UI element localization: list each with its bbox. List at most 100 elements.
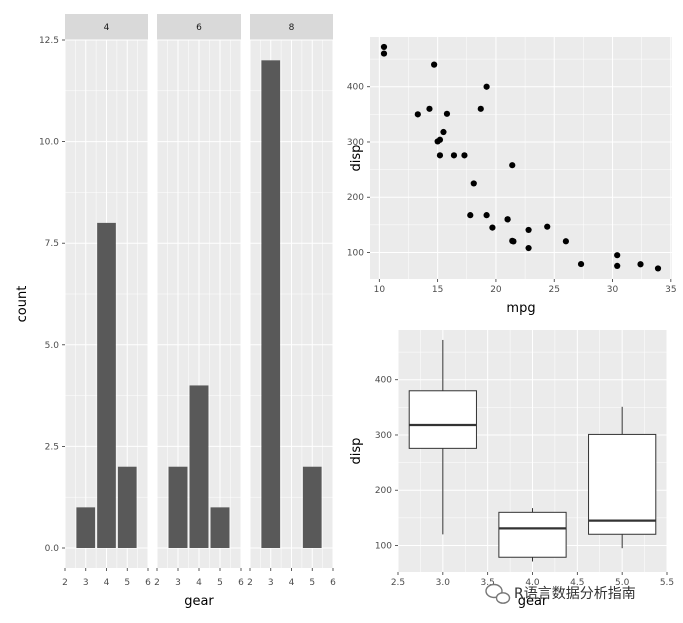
data-point xyxy=(614,262,621,270)
data-point xyxy=(450,152,458,159)
x-tick-label: 5.0 xyxy=(615,578,630,588)
data-point xyxy=(483,83,490,90)
watermark: R语言数据分析指南 xyxy=(485,583,636,604)
x-tick-label: 2 xyxy=(154,578,160,588)
x-tick-label: 5 xyxy=(217,578,223,588)
data-point xyxy=(544,223,551,230)
y-axis-title: disp xyxy=(349,438,364,465)
x-tick-label: 6 xyxy=(145,578,151,588)
x-tick-label: 4.5 xyxy=(570,578,584,588)
box xyxy=(588,433,657,535)
data-point xyxy=(614,252,621,259)
x-tick-label: 3.5 xyxy=(481,578,495,588)
data-point xyxy=(504,216,511,223)
y-tick-label: 0.0 xyxy=(45,544,60,554)
bar xyxy=(261,60,281,548)
facet-strip-label: 4 xyxy=(104,23,110,33)
x-tick-label: 6 xyxy=(238,578,244,588)
data-point xyxy=(436,152,444,159)
panel-background xyxy=(370,37,672,279)
x-axis-title: mpg xyxy=(506,301,535,316)
x-tick-label: 5 xyxy=(124,578,130,588)
y-axis-title: disp xyxy=(349,145,364,172)
x-tick-label: 4 xyxy=(289,578,295,588)
y-tick-label: 300 xyxy=(347,138,364,148)
facet-strip xyxy=(250,14,333,40)
data-point xyxy=(461,152,468,159)
data-point xyxy=(380,43,388,51)
x-tick-label: 25 xyxy=(549,285,560,295)
x-tick-label: 4 xyxy=(104,578,110,588)
bar xyxy=(97,222,116,548)
y-tick-label: 200 xyxy=(347,193,364,203)
data-point xyxy=(414,111,421,118)
bar xyxy=(168,466,188,548)
box xyxy=(408,390,477,449)
data-point xyxy=(380,50,388,57)
facet-strip xyxy=(65,14,148,40)
y-tick-label: 200 xyxy=(375,486,392,496)
x-axis-title: gear xyxy=(184,594,214,609)
facet-strip-label: 8 xyxy=(289,23,295,33)
x-axis-title: gear xyxy=(518,594,548,609)
x-tick-label: 3.0 xyxy=(436,578,451,588)
data-point xyxy=(654,265,662,272)
box xyxy=(498,511,567,558)
y-axis-title: count xyxy=(15,286,30,323)
y-tick-label: 2.5 xyxy=(45,442,59,452)
y-tick-label: 5.0 xyxy=(45,341,60,351)
x-tick-label: 4 xyxy=(196,578,202,588)
facet-strip xyxy=(157,14,241,40)
faceted-bar-chart: 42 3 4 5 662 3 4 5 682 3 4 5 60.02.55.07.510.012.5ge… xyxy=(15,14,336,609)
data-point xyxy=(562,238,569,245)
data-point xyxy=(525,244,532,252)
x-tick-label: 20 xyxy=(490,285,502,295)
data-point xyxy=(525,226,532,234)
watermark-text: R语言数据分析指南 xyxy=(514,586,636,602)
data-point xyxy=(443,110,451,117)
y-tick-label: 7.5 xyxy=(45,239,59,249)
x-tick-label: 2 xyxy=(247,578,253,588)
x-tick-label: 4.0 xyxy=(525,578,540,588)
x-tick-label: 3 xyxy=(268,578,274,588)
facet-strip-label: 6 xyxy=(196,23,202,33)
data-point xyxy=(489,224,496,231)
bar xyxy=(76,507,96,548)
data-point xyxy=(509,162,516,169)
box-chart: 2.5 3.0 3.5 4.0 4.5 5.0 5.5 100 200 300 400 gear dis… xyxy=(349,330,674,609)
x-tick-label: 30 xyxy=(607,285,619,295)
y-tick-label: 10.0 xyxy=(39,138,59,148)
data-point xyxy=(470,180,477,187)
x-tick-label: 5 xyxy=(309,578,315,588)
wechat-icon xyxy=(485,583,511,604)
bar xyxy=(189,385,209,548)
x-tick-label: 15 xyxy=(432,285,443,295)
bar xyxy=(210,507,230,548)
data-point xyxy=(577,260,585,268)
data-point xyxy=(434,138,441,145)
y-tick-label: 100 xyxy=(375,541,392,551)
bar xyxy=(117,466,137,548)
data-point xyxy=(426,105,433,112)
y-tick-label: 12.5 xyxy=(39,36,59,46)
scatter-chart: 10 15 20 25 30 35 100 200 300 400 mpg disp xyxy=(347,37,677,316)
x-tick-label: 2 xyxy=(62,578,68,588)
x-tick-label: 5.5 xyxy=(660,578,674,588)
data-point xyxy=(637,261,644,268)
data-point xyxy=(477,105,484,112)
bar xyxy=(302,466,322,548)
y-tick-label: 400 xyxy=(347,83,364,93)
data-point xyxy=(483,212,490,219)
x-tick-label: 10 xyxy=(374,285,386,295)
data-point xyxy=(440,128,447,136)
y-tick-label: 100 xyxy=(347,248,364,258)
x-tick-label: 2.5 xyxy=(391,578,405,588)
data-point xyxy=(431,61,438,68)
x-tick-label: 3 xyxy=(175,578,181,588)
x-tick-label: 35 xyxy=(665,285,676,295)
x-tick-label: 3 xyxy=(83,578,89,588)
data-point xyxy=(509,237,516,244)
y-tick-label: 400 xyxy=(375,376,392,386)
x-tick-label: 6 xyxy=(330,578,336,588)
